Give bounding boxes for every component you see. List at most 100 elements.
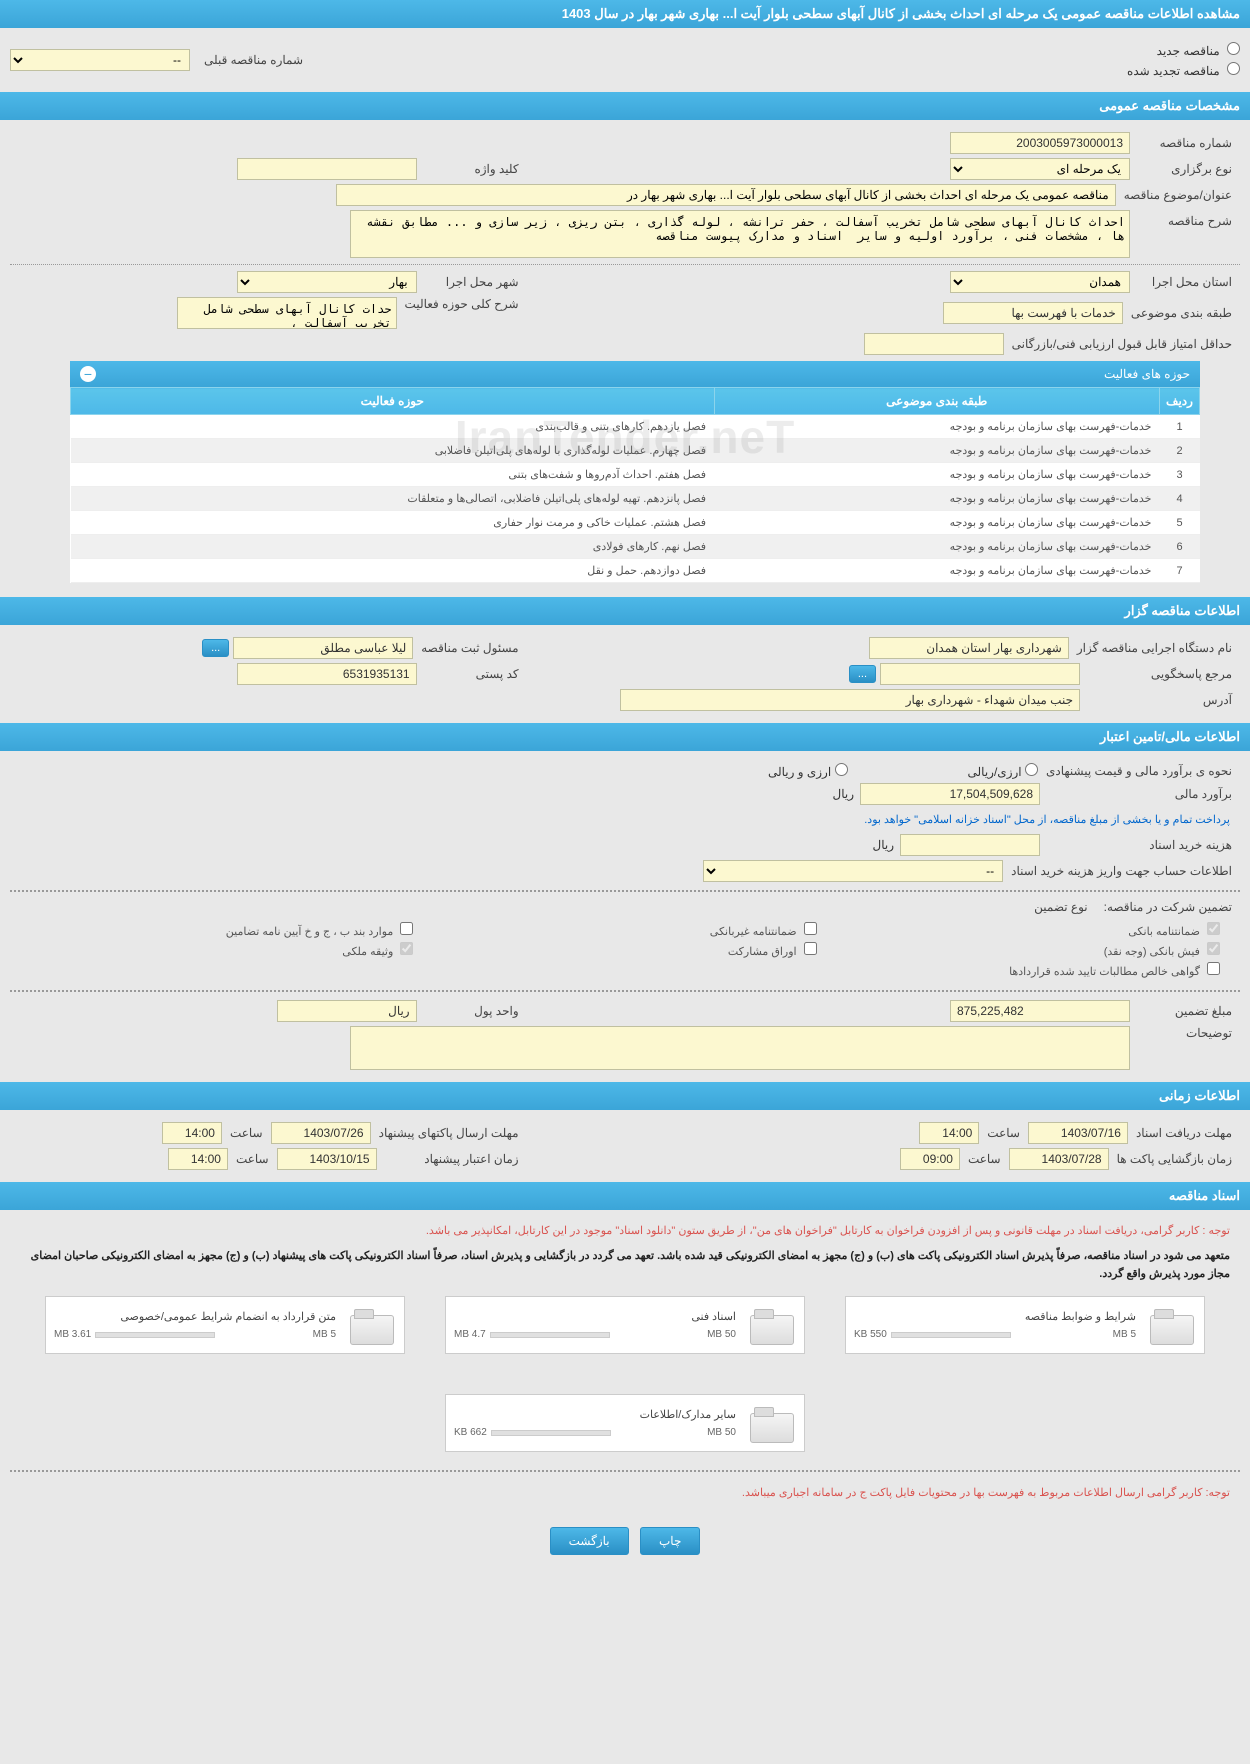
city-label: شهر محل اجرا bbox=[417, 275, 527, 289]
radio-renewed-label: مناقصه تجدید شده bbox=[1127, 64, 1220, 78]
row-num: 7 bbox=[1160, 559, 1200, 583]
table-row: 7 خدمات-فهرست بهای سازمان برنامه و بودجه… bbox=[71, 559, 1200, 583]
radio-both[interactable]: ارزی و ریالی bbox=[768, 763, 848, 779]
doc-deadline-time: 14:00 bbox=[919, 1122, 979, 1144]
radio-renewed-input[interactable] bbox=[1227, 62, 1240, 75]
row-subject: خدمات-فهرست بهای سازمان برنامه و بودجه bbox=[714, 511, 1160, 535]
chk-nonbank[interactable]: ضمانتنامه غیربانکی bbox=[433, 922, 816, 938]
table-row: 4 خدمات-فهرست بهای سازمان برنامه و بودجه… bbox=[71, 487, 1200, 511]
docs-note-3: توجه: کاربر گرامی ارسال اطلاعات مربوط به… bbox=[10, 1480, 1240, 1507]
activity-table: ردیف طبقه بندی موضوعی حوزه فعالیت 1 خدما… bbox=[70, 387, 1200, 583]
radio-renewed-tender[interactable]: مناقصه تجدید شده bbox=[379, 60, 1240, 80]
row-subject: خدمات-فهرست بهای سازمان برنامه و بودجه bbox=[714, 463, 1160, 487]
currency-field: ریال bbox=[277, 1000, 417, 1022]
postal-label: کد پستی bbox=[417, 667, 527, 681]
folder-icon bbox=[1146, 1305, 1196, 1345]
section-docs-title: اسناد مناقصه bbox=[1169, 1188, 1240, 1203]
amount-field: 17,504,509,628 bbox=[860, 783, 1040, 805]
file-title: شرایط و ضوابط مناقصه bbox=[854, 1310, 1136, 1323]
section-propagator-title: اطلاعات مناقصه گزار bbox=[1125, 603, 1240, 618]
activity-desc-textarea[interactable] bbox=[177, 297, 397, 329]
prev-tender-select[interactable]: -- bbox=[10, 49, 190, 71]
postal-field: 6531935131 bbox=[237, 663, 417, 685]
section-propagator-body: نام دستگاه اجرایی مناقصه گزار شهرداری به… bbox=[0, 625, 1250, 723]
back-button[interactable]: بازگشت bbox=[550, 1527, 629, 1555]
page-title-bar: مشاهده اطلاعات مناقصه عمومی یک مرحله ای … bbox=[0, 0, 1250, 28]
section-docs-header: اسناد مناقصه bbox=[0, 1182, 1250, 1210]
description-label: شرح مناقصه bbox=[1130, 210, 1240, 228]
section-financial-title: اطلاعات مالی/تامین اعتبار bbox=[1100, 729, 1240, 744]
row-num: 4 bbox=[1160, 487, 1200, 511]
activity-table-title: حوزه های فعالیت bbox=[1104, 367, 1190, 381]
prev-tender-label: شماره مناقصه قبلی bbox=[196, 53, 311, 67]
chk-property[interactable]: وثیقه ملکی bbox=[30, 942, 413, 958]
subject-input[interactable] bbox=[336, 184, 1116, 206]
file-limit: 50 MB bbox=[707, 1329, 736, 1340]
chk-bank[interactable]: ضمانتنامه بانکی bbox=[837, 922, 1220, 938]
folder-icon bbox=[746, 1305, 796, 1345]
file-used: 550 KB bbox=[854, 1329, 887, 1340]
row-subject: خدمات-فهرست بهای سازمان برنامه و بودجه bbox=[714, 415, 1160, 439]
section-general-header: مشخصات مناقصه عمومی bbox=[0, 92, 1250, 120]
col-row: ردیف bbox=[1160, 388, 1200, 415]
radio-new-tender[interactable]: مناقصه جدید bbox=[379, 40, 1240, 60]
description-textarea[interactable] bbox=[350, 210, 1130, 258]
registrar-field: لیلا عباسی مطلق bbox=[233, 637, 413, 659]
collapse-icon[interactable]: − bbox=[80, 366, 96, 382]
min-score-input[interactable] bbox=[864, 333, 1004, 355]
footer-buttons: چاپ بازگشت bbox=[0, 1515, 1250, 1567]
keyword-input[interactable] bbox=[237, 158, 417, 180]
section-timing-title: اطلاعات زمانی bbox=[1159, 1088, 1240, 1103]
validity-label: زمان اعتبار پیشنهاد bbox=[377, 1152, 527, 1166]
activity-table-header: حوزه های فعالیت − bbox=[70, 361, 1200, 387]
row-activity: فصل هشتم. عملیات خاکی و مرمت نوار حفاری bbox=[71, 511, 715, 535]
notes-label: توضیحات bbox=[1130, 1026, 1240, 1040]
city-select[interactable]: بهار bbox=[237, 271, 417, 293]
file-used: 3.61 MB bbox=[54, 1329, 91, 1340]
radio-new-label: مناقصه جدید bbox=[1157, 44, 1220, 58]
time-label-2: ساعت bbox=[222, 1126, 271, 1140]
amount-unit: ریال bbox=[826, 787, 860, 801]
print-button[interactable]: چاپ bbox=[640, 1527, 700, 1555]
file-box[interactable]: شرایط و ضوابط مناقصه 5 MB 550 KB bbox=[845, 1296, 1205, 1354]
validity-date: 1403/10/15 bbox=[277, 1148, 377, 1170]
row-num: 5 bbox=[1160, 511, 1200, 535]
amount-label: برآورد مالی bbox=[1040, 787, 1240, 801]
docs-note-2: متعهد می شود در اسناد مناقصه، صرفاً پذیر… bbox=[10, 1245, 1240, 1286]
org-field: شهرداری بهار استان همدان bbox=[869, 637, 1069, 659]
contact-more-button[interactable]: ... bbox=[849, 665, 876, 683]
contact-field bbox=[880, 663, 1080, 685]
holding-type-select[interactable]: یک مرحله ای bbox=[950, 158, 1130, 180]
radio-new-input[interactable] bbox=[1227, 42, 1240, 55]
section-financial-body: نحوه ی برآورد مالی و قیمت پیشنهادی ارزی/… bbox=[0, 751, 1250, 1082]
doc-cost-input[interactable] bbox=[900, 834, 1040, 856]
page-title: مشاهده اطلاعات مناقصه عمومی یک مرحله ای … bbox=[562, 6, 1240, 21]
file-box[interactable]: متن قرارداد به انضمام شرایط عمومی/خصوصی … bbox=[45, 1296, 405, 1354]
guarantee-amount-field: 875,225,482 bbox=[950, 1000, 1130, 1022]
row-activity: فصل نهم. کارهای فولادی bbox=[71, 535, 715, 559]
file-box[interactable]: سایر مدارک/اطلاعات 50 MB 662 KB bbox=[445, 1394, 805, 1452]
chk-fish[interactable]: فیش بانکی (وجه نقد) bbox=[837, 942, 1220, 958]
activity-desc-label: شرح کلی حوزه فعالیت bbox=[397, 297, 527, 311]
file-box[interactable]: اسناد فنی 50 MB 4.7 MB bbox=[445, 1296, 805, 1354]
registrar-more-button[interactable]: ... bbox=[202, 639, 229, 657]
col-subject: طبقه بندی موضوعی bbox=[714, 388, 1160, 415]
province-select[interactable]: همدان bbox=[950, 271, 1130, 293]
radio-rial[interactable]: ارزی/ریالی bbox=[968, 763, 1038, 779]
row-num: 1 bbox=[1160, 415, 1200, 439]
time-label-3: ساعت bbox=[960, 1152, 1009, 1166]
contact-label: مرجع پاسخگویی bbox=[1080, 667, 1240, 681]
chk-bonds[interactable]: موارد بند ب ، ج و خ آیین نامه تضامین bbox=[30, 922, 413, 938]
notes-textarea[interactable] bbox=[350, 1026, 1130, 1070]
file-progress bbox=[891, 1332, 1011, 1338]
file-limit: 50 MB bbox=[707, 1427, 736, 1438]
table-row: 6 خدمات-فهرست بهای سازمان برنامه و بودجه… bbox=[71, 535, 1200, 559]
row-subject: خدمات-فهرست بهای سازمان برنامه و بودجه bbox=[714, 535, 1160, 559]
bid-deadline-label: مهلت ارسال پاکتهای پیشنهاد bbox=[371, 1126, 527, 1140]
row-num: 3 bbox=[1160, 463, 1200, 487]
account-select[interactable]: -- bbox=[703, 860, 1003, 882]
row-subject: خدمات-فهرست بهای سازمان برنامه و بودجه bbox=[714, 439, 1160, 463]
file-progress bbox=[490, 1332, 610, 1338]
chk-stock[interactable]: اوراق مشارکت bbox=[433, 942, 816, 958]
chk-receivables[interactable]: گواهی خالص مطالبات تایید شده قراردادها bbox=[837, 962, 1220, 978]
